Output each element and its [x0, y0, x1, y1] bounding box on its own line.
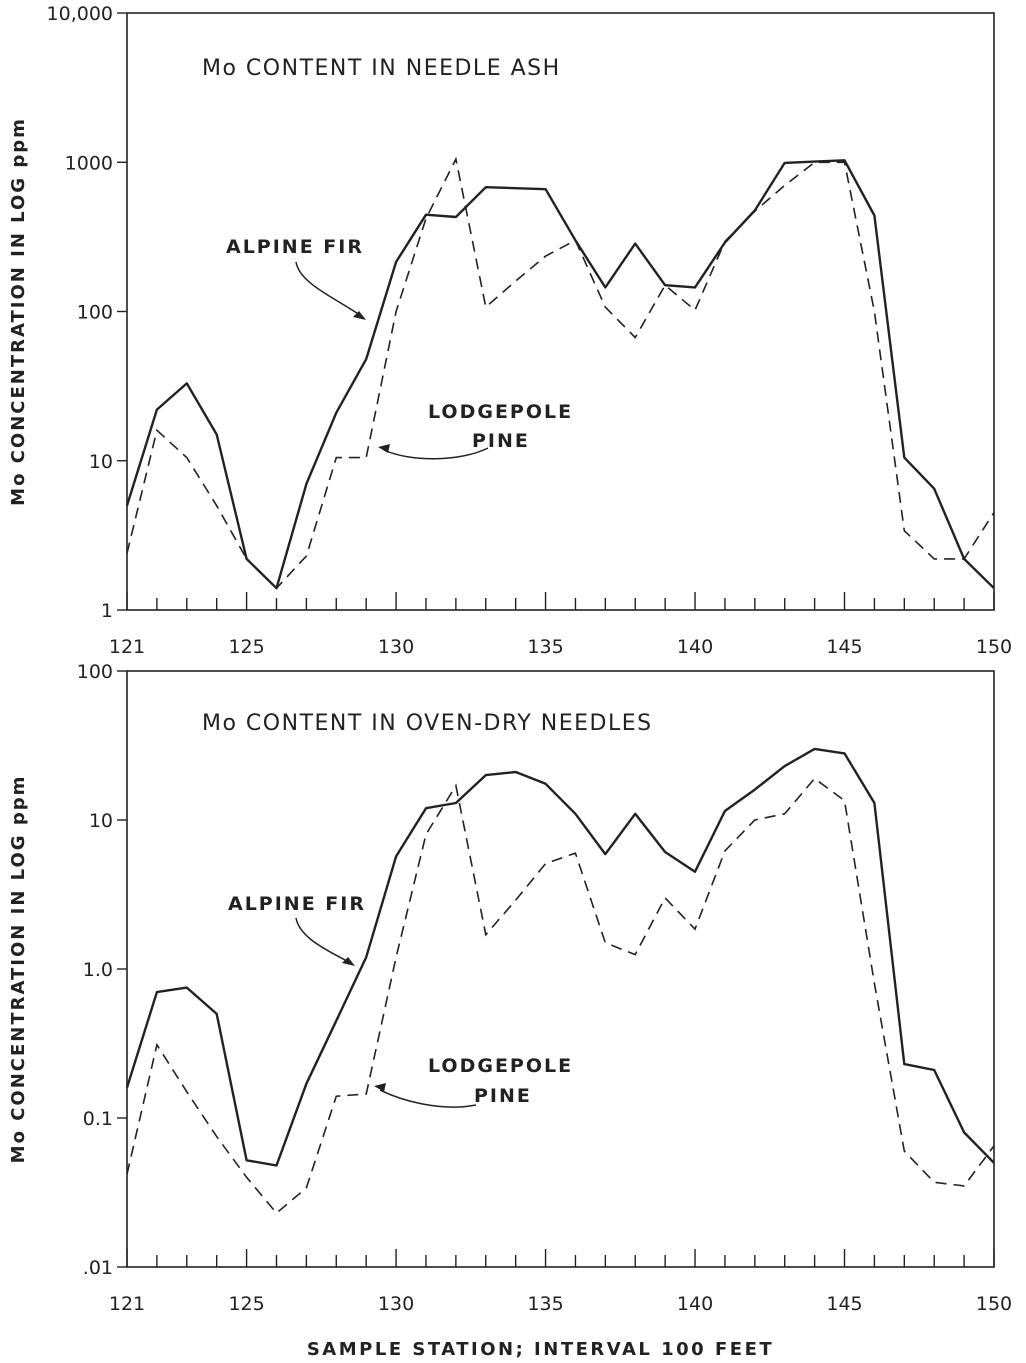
oven-dry-chart: 121 125 130 135 140 145 150 .01 0.1 1.0 10 100 Mo C…: [8, 661, 1012, 1360]
needle-ash-alpine-fir-label: ALPINE FIR: [226, 236, 364, 258]
oven-dry-y-tick-label-3: 10: [89, 810, 113, 832]
oven-dry-alpine-fir-label: ALPINE FIR: [228, 893, 366, 915]
oven-dry-lodgepole-arrow: [379, 1089, 477, 1108]
oven-dry-y-tick-label-0: .01: [83, 1257, 113, 1279]
needle-ash-x-tick-label-125: 125: [228, 636, 264, 658]
oven-dry-series-alpine-fir: [125, 747, 995, 1167]
oven-dry-plot-frame: [126, 670, 995, 1268]
oven-dry-lodgepole-label-line1: LODGEPOLE: [428, 1055, 573, 1077]
oven-dry-series-lodgepole-pine: [126, 777, 995, 1215]
oven-dry-x-tick-label-135: 135: [527, 1293, 563, 1315]
needle-ash-alpine-fir-arrowhead: [353, 311, 366, 320]
needle-ash-y-axis-label: Mo CONCENTRATION IN LOG ppm: [8, 117, 29, 506]
needle-ash-x-tick-label-130: 130: [378, 636, 414, 658]
oven-dry-x-tick-label-150: 150: [976, 1293, 1012, 1315]
x-axis-label: SAMPLE STATION; INTERVAL 100 FEET: [307, 1339, 774, 1360]
needle-ash-x-tick-label-145: 145: [826, 636, 862, 658]
needle-ash-y-tick-label-2: 100: [77, 302, 113, 324]
oven-dry-annotations: ALPINE FIR LODGEPOLE PINE: [228, 893, 573, 1108]
needle-ash-series-alpine-fir: [125, 159, 995, 590]
needle-ash-y-tick-label-4: 10,000: [47, 3, 113, 25]
needle-ash-lodgepole-label-line2: PINE: [472, 430, 530, 452]
needle-ash-y-tick-label-0: 1: [101, 600, 113, 622]
needle-ash-x-tick-label-135: 135: [527, 636, 563, 658]
oven-dry-y-tick-label-4: 100: [77, 661, 113, 683]
oven-dry-x-tick-label-121: 121: [109, 1293, 145, 1315]
needle-ash-plot-frame: [126, 12, 995, 611]
needle-ash-annotations: ALPINE FIR LODGEPOLE PINE: [226, 236, 573, 460]
needle-ash-ticks: 121 125 130 135 140 145 150 1 10 100 1000 10,000: [47, 3, 1013, 658]
oven-dry-lodgepole-arrowhead: [374, 1083, 386, 1092]
oven-dry-ticks: 121 125 130 135 140 145 150 .01 0.1 1.0 10 100: [77, 661, 1012, 1315]
oven-dry-alpine-fir-arrow: [295, 917, 353, 965]
needle-ash-lodgepole-arrow: [383, 447, 489, 460]
needle-ash-x-tick-label-121: 121: [109, 636, 145, 658]
needle-ash-series: [125, 156, 995, 590]
oven-dry-x-tick-label-130: 130: [378, 1293, 414, 1315]
needle-ash-y-tick-label-3: 1000: [65, 152, 113, 174]
oven-dry-title: Mo CONTENT IN OVEN-DRY NEEDLES: [202, 711, 653, 736]
needle-ash-alpine-fir-arrow: [295, 261, 365, 319]
oven-dry-x-tick-label-125: 125: [228, 1293, 264, 1315]
needle-ash-chart: 121 125 130 135 140 145 150 1 10 100 1000 10,000 Mo…: [8, 3, 1012, 658]
oven-dry-x-tick-label-140: 140: [677, 1293, 713, 1315]
oven-dry-lodgepole-label-line2: PINE: [474, 1085, 532, 1107]
needle-ash-title: Mo CONTENT IN NEEDLE ASH: [202, 56, 561, 81]
oven-dry-y-axis-label: Mo CONCENTRATION IN LOG ppm: [8, 775, 29, 1164]
needle-ash-x-tick-label-150: 150: [976, 636, 1012, 658]
oven-dry-y-tick-label-1: 0.1: [83, 1108, 113, 1130]
oven-dry-x-tick-label-145: 145: [826, 1293, 862, 1315]
needle-ash-series-lodgepole-pine: [126, 156, 995, 590]
needle-ash-lodgepole-arrowhead: [378, 444, 390, 453]
oven-dry-y-tick-label-2: 1.0: [83, 959, 113, 981]
needle-ash-y-tick-label-1: 10: [89, 451, 113, 473]
oven-dry-series: [125, 747, 995, 1215]
needle-ash-x-tick-label-140: 140: [677, 636, 713, 658]
oven-dry-alpine-fir-arrowhead: [342, 957, 355, 966]
needle-ash-lodgepole-label-line1: LODGEPOLE: [428, 401, 573, 423]
